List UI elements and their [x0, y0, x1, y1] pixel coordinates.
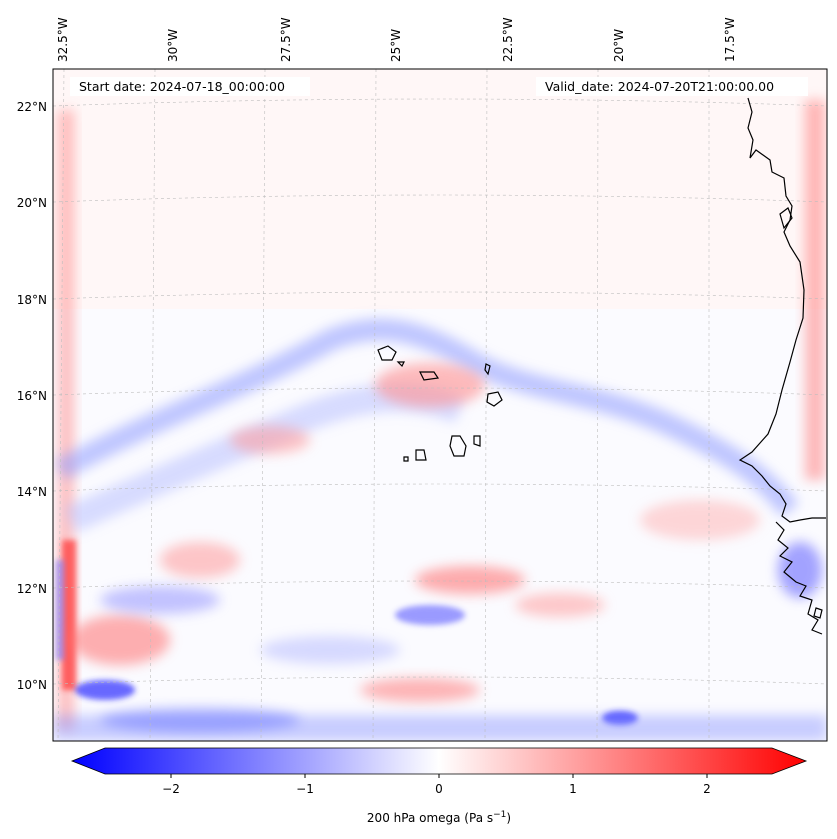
- lon-label-30w: 30°W: [166, 29, 180, 62]
- colorbar-tick-0: 0: [435, 782, 443, 796]
- gridline-lat: [53, 676, 827, 685]
- guinea-bissau-coast: [775, 521, 823, 635]
- gridlines: [53, 69, 827, 741]
- africa-coastline: [738, 97, 826, 523]
- island-santiago: [449, 435, 467, 457]
- lat-label-14n: 14°N: [17, 485, 47, 499]
- lon-label-17-5w: 17.5°W: [723, 17, 737, 62]
- colorbar-tick-neg2: −2: [162, 782, 180, 796]
- gridline-lat: [53, 580, 827, 589]
- lat-label-18n: 18°N: [17, 293, 47, 307]
- lat-label-10n: 10°N: [17, 678, 47, 692]
- gridline-lon: [596, 69, 599, 741]
- longitude-labels: 32.5°W 30°W 27.5°W 25°W 22.5°W 20°W 17.5…: [56, 17, 737, 62]
- start-date-box: [70, 77, 310, 96]
- start-date-label: Start date: 2024-07-18_00:00:00: [79, 79, 285, 94]
- omega-field: [53, 69, 827, 741]
- colorbar-bar: [70, 747, 808, 775]
- colorbar-label-sup: −1: [493, 810, 506, 820]
- lat-label-20n: 20°N: [17, 196, 47, 210]
- island-sal: [484, 363, 491, 376]
- colorbar-tick-neg1: −1: [296, 782, 314, 796]
- bijagos-island: [813, 607, 823, 619]
- gridline-lat: [53, 194, 827, 203]
- colorbar-axis-label: 200 hPa omega (Pa s−1): [367, 810, 511, 825]
- map-frame: [52, 68, 828, 742]
- colorbar: −2 −1 0 1 2 200 hPa omega (Pa s−1): [70, 747, 808, 825]
- gridline-lon: [57, 69, 65, 741]
- gridline-lon: [484, 69, 488, 741]
- lat-label-16n: 16°N: [17, 389, 47, 403]
- island-brava: [403, 456, 409, 462]
- coastline: [377, 97, 826, 635]
- lat-label-22n: 22°N: [17, 100, 47, 114]
- island-santo-antao: [377, 345, 397, 361]
- valid-date-box: [536, 77, 808, 96]
- gridline-lon: [260, 69, 266, 741]
- island-fogo: [415, 449, 427, 461]
- lon-label-20w: 20°W: [612, 29, 626, 62]
- gridline-lat: [53, 291, 827, 300]
- gridline-lat: [53, 387, 827, 396]
- valid-date-label: Valid_date: 2024-07-20T21:00:00.00: [545, 79, 774, 94]
- island-boa-vista: [486, 391, 503, 407]
- gridline-lon: [149, 69, 156, 741]
- lon-label-22-5w: 22.5°W: [501, 17, 515, 62]
- lat-label-12n: 12°N: [17, 582, 47, 596]
- colorbar-tick-1: 1: [569, 782, 577, 796]
- colorbar-label-end: ): [506, 811, 511, 825]
- map-panel: Start date: 2024-07-18_00:00:00 Valid_da…: [17, 17, 828, 742]
- colorbar-label-main: 200 hPa omega (Pa s: [367, 811, 493, 825]
- lon-label-27-5w: 27.5°W: [279, 17, 293, 62]
- island-sao-nicolau: [419, 371, 440, 381]
- coastal-feature: [779, 207, 793, 230]
- lon-label-32-5w: 32.5°W: [56, 17, 70, 62]
- island-sao-vicente: [396, 361, 405, 368]
- colorbar-tick-2: 2: [703, 782, 711, 796]
- gridline-lat: [53, 483, 827, 492]
- gridline-lon: [372, 69, 377, 741]
- lon-label-25w: 25°W: [389, 29, 403, 62]
- latitude-labels: 22°N 20°N 18°N 16°N 14°N 12°N 10°N: [17, 100, 47, 692]
- island-maio: [473, 435, 481, 447]
- gridline-lat: [53, 98, 827, 107]
